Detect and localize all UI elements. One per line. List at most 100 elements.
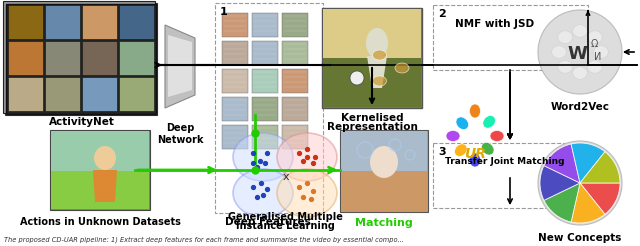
Bar — [45, 41, 80, 75]
Bar — [222, 125, 248, 149]
Ellipse shape — [370, 146, 398, 178]
Text: И: И — [595, 52, 602, 62]
Bar — [222, 41, 248, 65]
Bar — [82, 5, 117, 39]
Bar — [82, 77, 117, 111]
Ellipse shape — [233, 169, 293, 217]
Text: ActivityNet: ActivityNet — [49, 117, 115, 127]
Ellipse shape — [573, 67, 588, 79]
Wedge shape — [571, 143, 605, 183]
Ellipse shape — [573, 25, 588, 37]
Bar — [6, 4, 156, 114]
Ellipse shape — [483, 116, 495, 128]
Wedge shape — [540, 166, 580, 200]
Ellipse shape — [277, 169, 337, 217]
Bar — [323, 9, 421, 59]
Bar — [282, 97, 308, 121]
Ellipse shape — [588, 31, 602, 44]
Wedge shape — [571, 183, 605, 223]
Bar — [50, 130, 150, 210]
Text: Representation: Representation — [326, 122, 417, 132]
Ellipse shape — [538, 10, 622, 94]
Ellipse shape — [395, 63, 409, 73]
Bar — [323, 58, 421, 107]
Text: New Concepts: New Concepts — [538, 233, 621, 243]
Text: Actions in Unknown Datasets: Actions in Unknown Datasets — [20, 217, 180, 227]
Text: Kernelised: Kernelised — [340, 113, 403, 123]
Bar — [252, 13, 278, 37]
Bar — [3, 1, 155, 113]
Bar — [252, 125, 278, 149]
Text: Transfer Joint Matching: Transfer Joint Matching — [445, 157, 564, 166]
Ellipse shape — [350, 71, 364, 85]
Ellipse shape — [366, 28, 388, 58]
Text: W: W — [567, 45, 587, 63]
Text: 2: 2 — [438, 9, 445, 19]
Bar — [340, 130, 428, 212]
Polygon shape — [93, 170, 117, 202]
Text: Word2Vec: Word2Vec — [550, 102, 609, 112]
Bar — [282, 125, 308, 149]
Polygon shape — [367, 56, 387, 88]
Bar — [8, 41, 43, 75]
Bar — [119, 77, 154, 111]
Text: Deep
Network: Deep Network — [157, 123, 204, 145]
Text: UR: UR — [464, 147, 486, 161]
Ellipse shape — [277, 133, 337, 181]
Bar — [222, 97, 248, 121]
Bar — [45, 5, 80, 39]
Bar — [82, 41, 117, 75]
Text: 3: 3 — [438, 147, 445, 157]
Ellipse shape — [558, 31, 573, 44]
Ellipse shape — [470, 153, 481, 167]
Wedge shape — [544, 144, 580, 183]
Bar — [282, 69, 308, 93]
Wedge shape — [544, 183, 580, 222]
Ellipse shape — [490, 130, 504, 141]
Bar — [119, 41, 154, 75]
Bar — [222, 69, 248, 93]
Bar — [341, 171, 427, 211]
Ellipse shape — [456, 117, 468, 130]
Ellipse shape — [558, 61, 573, 73]
Ellipse shape — [233, 133, 293, 181]
Text: x: x — [283, 172, 289, 182]
Ellipse shape — [454, 144, 467, 156]
Ellipse shape — [94, 146, 116, 170]
Bar — [341, 131, 427, 172]
Bar — [45, 77, 80, 111]
Polygon shape — [168, 35, 192, 97]
Ellipse shape — [594, 46, 609, 58]
Text: Deep Features: Deep Features — [225, 217, 311, 227]
Ellipse shape — [588, 61, 602, 73]
Bar — [282, 41, 308, 65]
Wedge shape — [580, 152, 620, 183]
Bar — [51, 131, 149, 171]
Bar — [433, 143, 588, 208]
Text: Matching: Matching — [355, 218, 413, 228]
Text: The proposed CD-UAR pipeline: 1) Extract deep features for each frame and summar: The proposed CD-UAR pipeline: 1) Extract… — [4, 236, 404, 243]
Bar — [8, 77, 43, 111]
Bar — [5, 3, 157, 115]
Ellipse shape — [372, 50, 387, 60]
Bar — [433, 5, 588, 70]
Polygon shape — [165, 25, 195, 108]
Bar — [51, 170, 149, 209]
Ellipse shape — [538, 141, 622, 225]
Ellipse shape — [470, 104, 481, 118]
Wedge shape — [580, 183, 620, 214]
Text: Generalised Multiple: Generalised Multiple — [228, 212, 342, 222]
Text: Instance Learning: Instance Learning — [236, 221, 335, 231]
Ellipse shape — [372, 76, 387, 86]
Bar — [8, 5, 43, 39]
Text: 1: 1 — [220, 7, 228, 17]
Bar — [252, 69, 278, 93]
Bar — [252, 97, 278, 121]
Bar — [222, 13, 248, 37]
Ellipse shape — [481, 142, 494, 155]
Text: NMF with JSD: NMF with JSD — [455, 19, 534, 29]
Bar — [322, 8, 422, 108]
Bar — [282, 13, 308, 37]
Ellipse shape — [552, 46, 566, 58]
Text: Ω: Ω — [590, 39, 598, 49]
